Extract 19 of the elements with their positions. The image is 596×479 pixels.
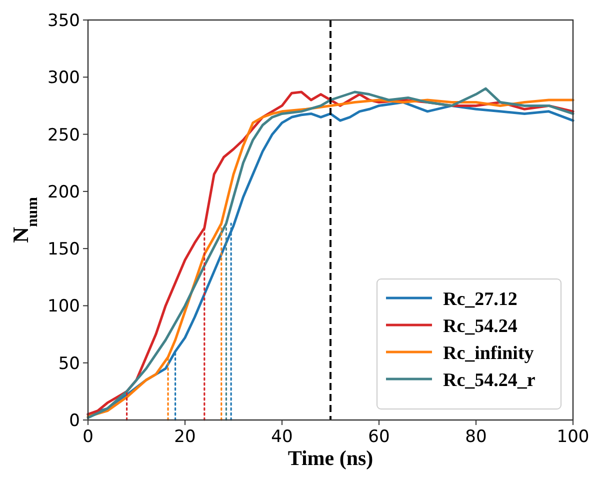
x-tick-label: 60	[368, 427, 390, 447]
x-tick-label: 0	[82, 427, 94, 447]
x-tick-label: 80	[465, 427, 487, 447]
y-tick-label: 250	[48, 125, 80, 146]
x-tick-label: 20	[174, 427, 196, 447]
legend-label: Rc_27.12	[443, 289, 518, 310]
y-tick-label: 300	[48, 68, 80, 88]
y-tick-label: 200	[48, 182, 80, 202]
y-tick-label: 150	[48, 240, 80, 260]
legend-label: Rc_infinity	[443, 343, 534, 364]
legend-label: Rc_54.24_r	[443, 370, 536, 391]
x-axis-title: Time (ns)	[288, 446, 374, 470]
x-tick-label: 100	[556, 427, 590, 447]
legend-label: Rc_54.24	[443, 316, 518, 337]
y-tick-label: 350	[48, 11, 80, 31]
y-tick-label: 100	[48, 296, 80, 317]
y-tick-label: 50	[58, 354, 80, 374]
x-tick-label: 40	[271, 427, 293, 447]
y-tick-label: 0	[69, 411, 80, 431]
